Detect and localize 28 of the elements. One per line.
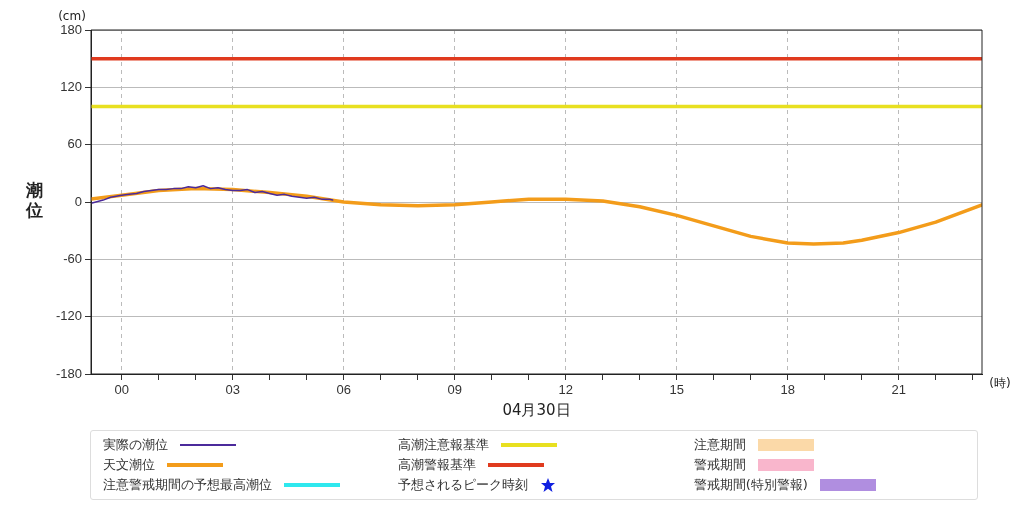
y-tick-label: -60 — [63, 250, 82, 266]
legend-label: 注意警戒期間の予想最高潮位 — [103, 476, 272, 494]
x-tick-label: 12 — [558, 382, 573, 398]
legend-label: 警戒期間 — [693, 456, 746, 474]
y-tick-label: 120 — [60, 78, 82, 94]
text: (時) — [989, 376, 1011, 391]
y-tick-label: 0 — [74, 193, 82, 209]
x-tick-label: 00 — [114, 382, 129, 398]
x-tick-label: 03 — [225, 382, 240, 398]
legend-label: 予想されるピーク時刻 — [398, 476, 529, 494]
text: (cm) — [58, 9, 86, 24]
x-tick-label: 21 — [891, 382, 906, 398]
legend-label: 実際の潮位 — [103, 436, 168, 454]
legend-label: 天文潮位 — [103, 456, 155, 474]
y-tick-label: -120 — [55, 308, 82, 324]
x-tick-label: 15 — [669, 382, 684, 398]
legend-label: 高潮警報基準 — [398, 456, 477, 474]
x-tick-label: 06 — [336, 382, 351, 398]
legend-label: 高潮注意報基準 — [398, 436, 490, 454]
y-tick-label: -180 — [55, 365, 82, 381]
legend-label: 警戒期間(特別警報) — [693, 476, 808, 494]
y-axis-title: 潮位 — [24, 180, 43, 221]
x-tick-label: 09 — [447, 382, 462, 398]
y-tick-label: 180 — [60, 21, 82, 37]
y-tick-label: 60 — [67, 136, 82, 152]
x-axis-title: 04月30日 — [502, 400, 571, 419]
legend-label: 注意期間 — [693, 436, 746, 454]
x-tick-label: 18 — [780, 382, 795, 398]
